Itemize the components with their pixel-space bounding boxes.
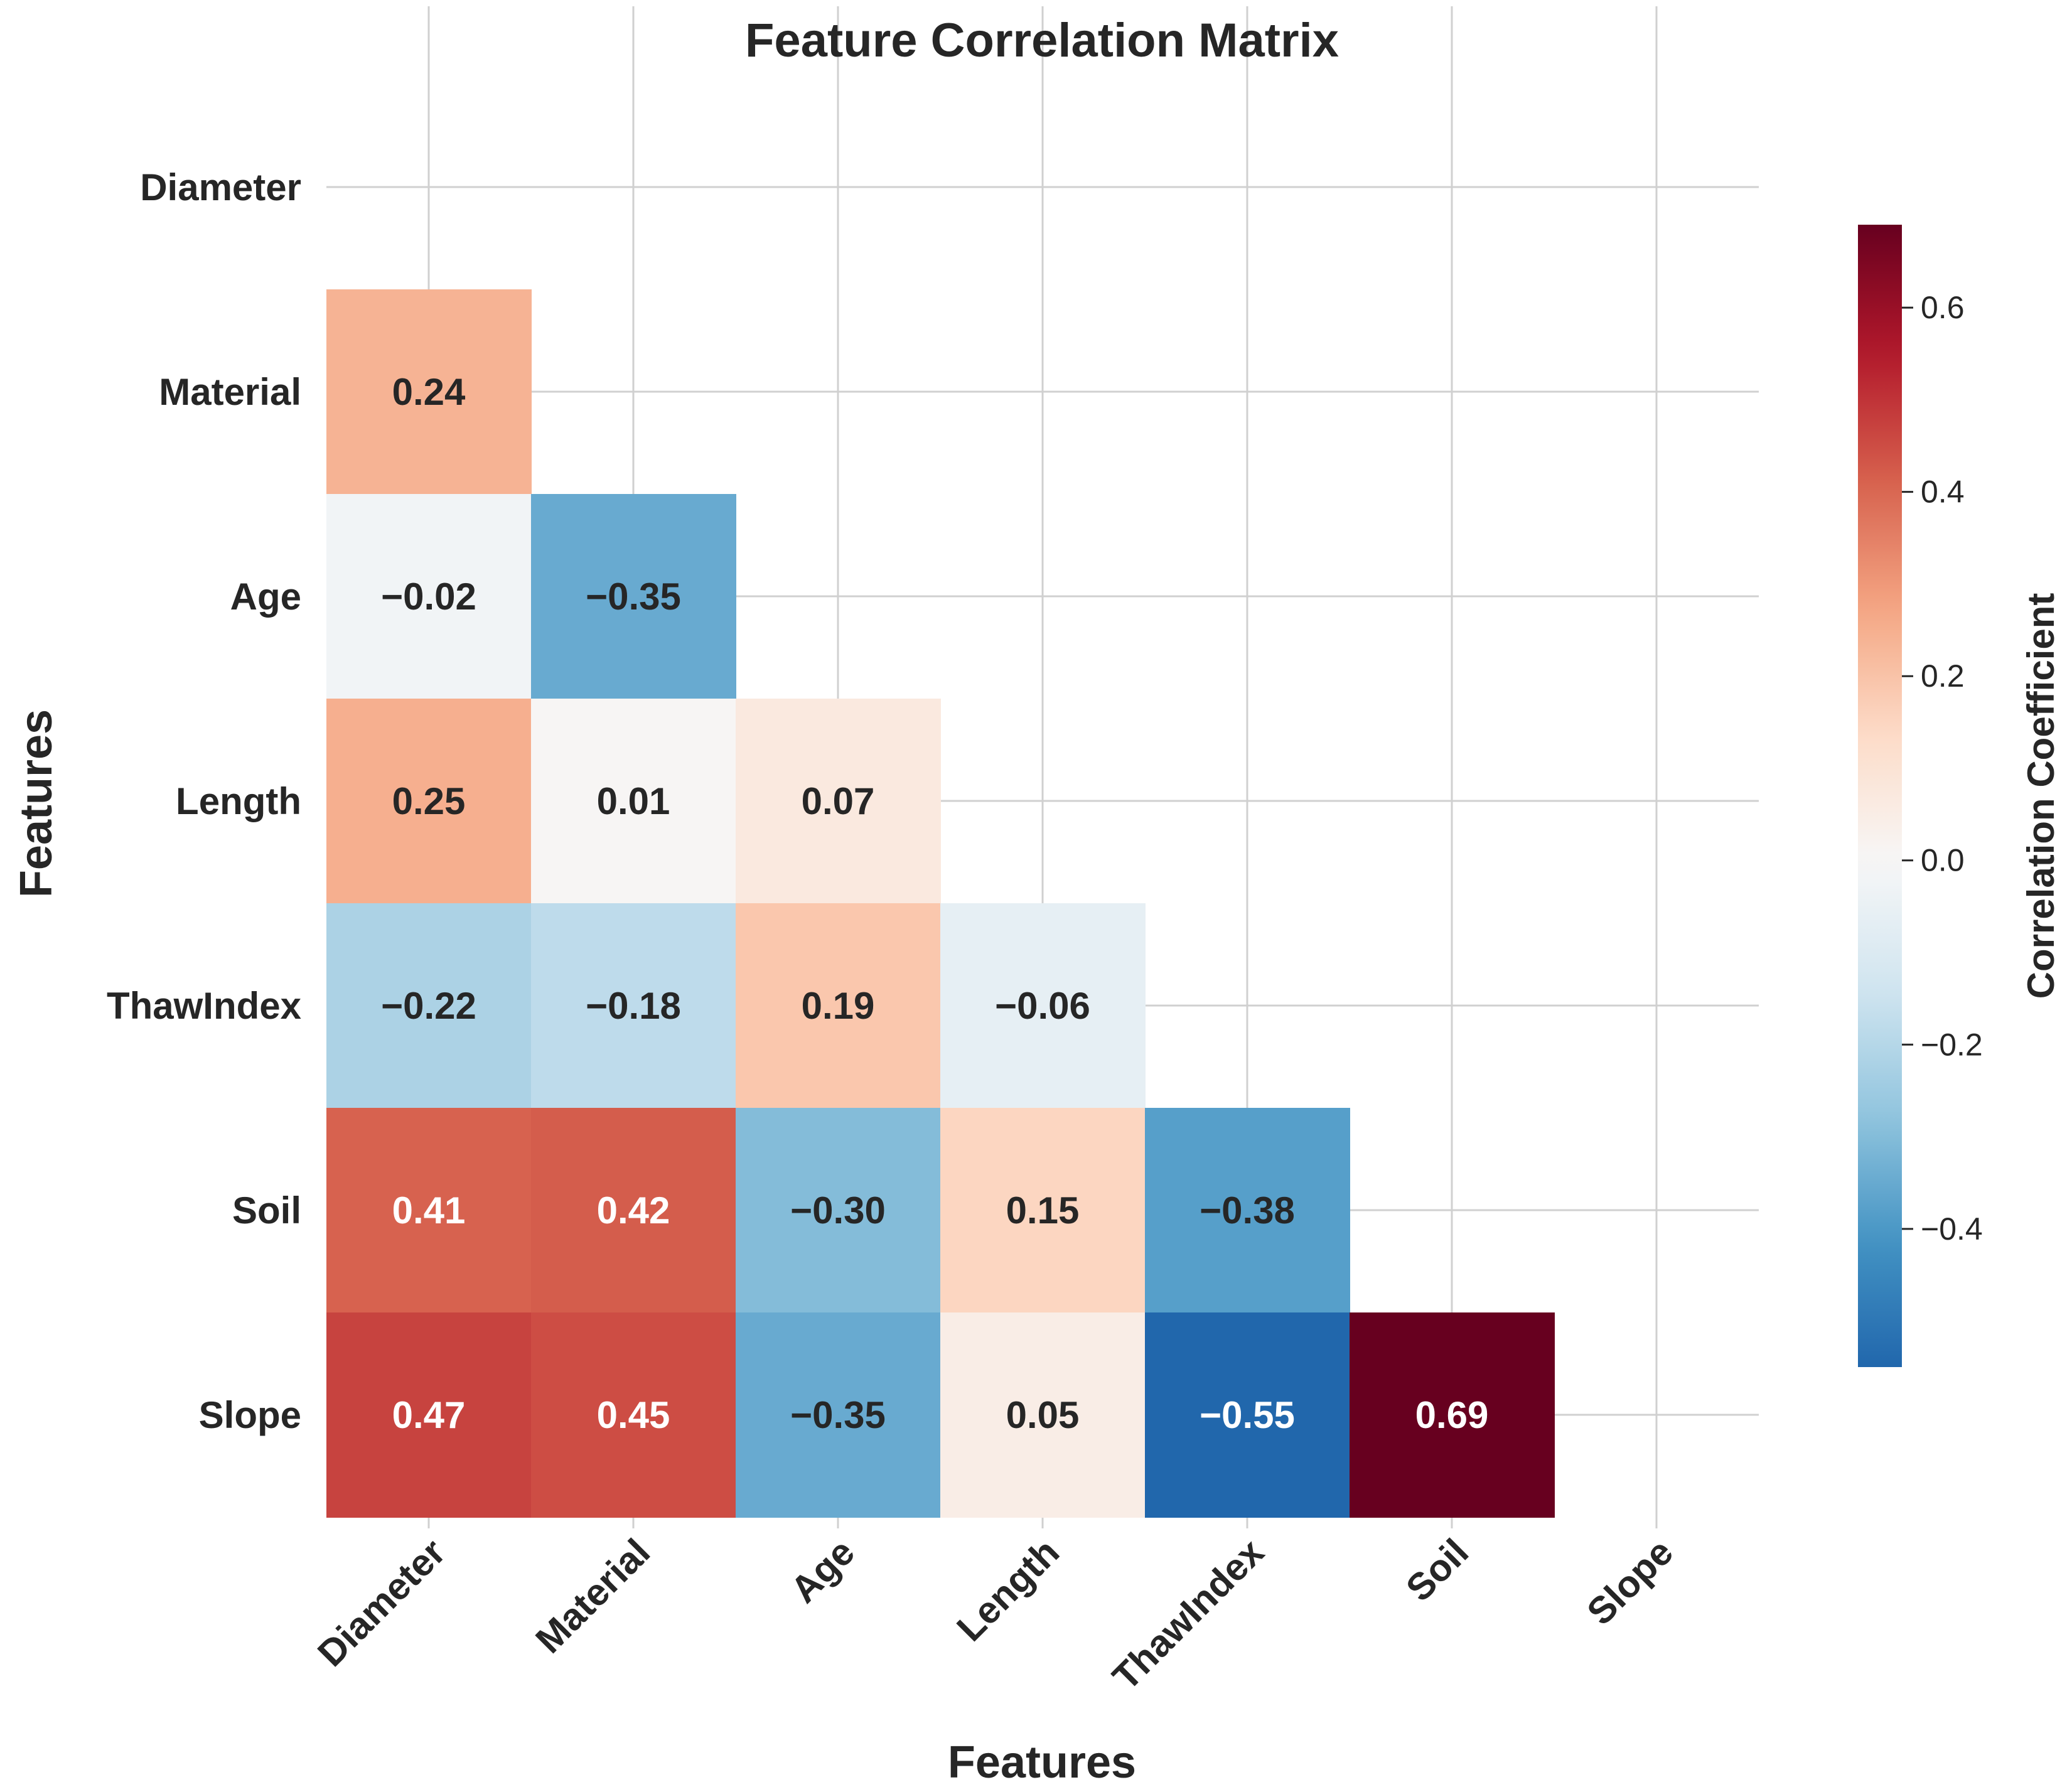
heatmap-cell-thawindex-diameter: [326, 903, 532, 1108]
heatmap-cell-slope-thawindex: [1145, 1312, 1350, 1518]
heatmap-cell-age-material: [531, 494, 736, 699]
y-tick-diameter: Diameter: [140, 166, 301, 208]
y-tick-thawindex: ThawIndex: [107, 985, 301, 1027]
heatmap-cell-slope-material: [531, 1312, 736, 1518]
cell-value-thawindex-material: −0.18: [586, 985, 681, 1027]
heatmap-cell-slope-length: [940, 1312, 1146, 1518]
chart-title: Feature Correlation Matrix: [745, 14, 1339, 67]
heatmap-cell-soil-length: [940, 1108, 1146, 1313]
cell-value-thawindex-length: −0.06: [995, 985, 1090, 1027]
heatmap-cell-soil-material: [531, 1108, 736, 1313]
cell-value-slope-age: −0.35: [790, 1394, 886, 1436]
y-tick-length: Length: [176, 780, 301, 822]
cell-value-slope-thawindex: −0.55: [1200, 1394, 1295, 1436]
heatmap-cell-length-material: [531, 699, 736, 904]
heatmap-cell-age-diameter: [326, 494, 532, 699]
cell-value-slope-length: 0.05: [1006, 1394, 1080, 1436]
colorbar-ticks: −0.4 −0.2 0.0 0.2 0.4 0.6: [1902, 290, 1983, 1247]
cell-value-thawindex-diameter: −0.22: [381, 985, 476, 1027]
colorbar-tick-label: 0.6: [1921, 290, 1965, 325]
colorbar-gradient: [1858, 225, 1902, 1367]
heatmap-cell-material-diameter: [326, 289, 532, 495]
heatmap-cell-soil-age: [736, 1108, 941, 1313]
heatmap-cells: [326, 289, 1555, 1518]
heatmap-cell-soil-thawindex: [1145, 1108, 1350, 1313]
cell-value-material-diameter: 0.24: [392, 371, 466, 413]
y-axis-label: Features: [11, 709, 62, 898]
cell-value-slope-material: 0.45: [597, 1394, 670, 1436]
cell-value-length-age: 0.07: [802, 780, 875, 822]
cell-value-soil-length: 0.15: [1006, 1189, 1080, 1232]
heatmap-cell-soil-diameter: [326, 1108, 532, 1313]
cell-value-length-diameter: 0.25: [392, 780, 466, 822]
colorbar-label: Correlation Coefficient: [2020, 593, 2062, 999]
y-tick-soil: Soil: [232, 1189, 301, 1232]
colorbar-tick-label: −0.4: [1921, 1211, 1983, 1247]
heatmap-cell-slope-soil: [1350, 1312, 1555, 1518]
y-tick-material: Material: [159, 371, 301, 413]
y-tick-age: Age: [230, 576, 301, 618]
heatmap-cell-thawindex-material: [531, 903, 736, 1108]
y-tick-slope: Slope: [199, 1394, 301, 1436]
cell-value-age-diameter: −0.02: [381, 576, 476, 618]
heatmap-cell-thawindex-age: [736, 903, 941, 1108]
cell-value-slope-diameter: 0.47: [392, 1394, 466, 1436]
colorbar-tick-label: 0.2: [1921, 658, 1965, 694]
heatmap-cell-slope-diameter: [326, 1312, 532, 1518]
cell-value-soil-material: 0.42: [597, 1189, 670, 1232]
cell-value-thawindex-age: 0.19: [802, 985, 875, 1027]
colorbar-tick-label: 0.0: [1921, 843, 1965, 878]
x-axis-label: Features: [948, 1737, 1136, 1784]
colorbar: −0.4 −0.2 0.0 0.2 0.4 0.6 Correlation Coeffic…: [1858, 225, 2062, 1367]
heatmap-cell-thawindex-length: [940, 903, 1146, 1108]
heatmap-cell-length-diameter: [326, 699, 532, 904]
heatmap-cell-slope-age: [736, 1312, 941, 1518]
y-tick-labels: Diameter Material Age Length ThawIndex Soil Sl…: [107, 166, 301, 1436]
cell-value-length-material: 0.01: [597, 780, 670, 822]
cell-value-slope-soil: 0.69: [1415, 1394, 1489, 1436]
cell-value-soil-age: −0.30: [790, 1189, 886, 1232]
colorbar-tick-label: −0.2: [1921, 1027, 1983, 1062]
colorbar-tick-label: 0.4: [1921, 475, 1965, 510]
cell-value-soil-diameter: 0.41: [392, 1189, 466, 1232]
cell-value-soil-thawindex: −0.38: [1200, 1189, 1295, 1232]
cell-value-age-material: −0.35: [586, 576, 681, 618]
heatmap-cell-length-age: [736, 699, 941, 904]
cell-value-labels: 0.24 −0.02 −0.35 0.25 0.01 0.07 −0.22 −0.18 0.19…: [381, 371, 1488, 1436]
